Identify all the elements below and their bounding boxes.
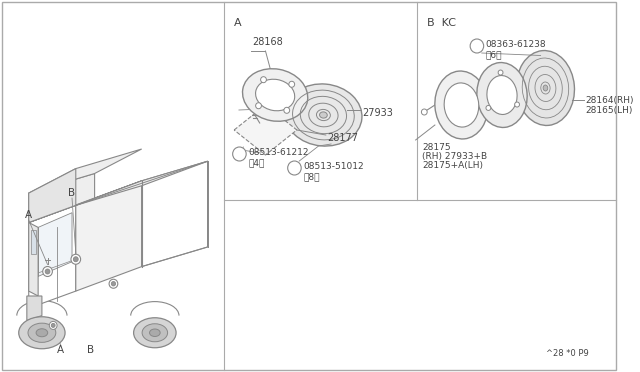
Circle shape bbox=[111, 282, 116, 286]
Circle shape bbox=[255, 103, 261, 109]
Circle shape bbox=[51, 323, 55, 327]
Polygon shape bbox=[29, 222, 38, 296]
Polygon shape bbox=[29, 205, 76, 308]
Text: 08513-61212: 08513-61212 bbox=[248, 148, 308, 157]
Polygon shape bbox=[141, 161, 207, 267]
Ellipse shape bbox=[477, 62, 527, 128]
Text: 28164(RH): 28164(RH) bbox=[585, 96, 634, 105]
Text: S: S bbox=[292, 165, 297, 171]
Polygon shape bbox=[27, 296, 42, 321]
Text: 28175: 28175 bbox=[422, 143, 451, 152]
Text: （4）: （4） bbox=[248, 158, 264, 167]
Polygon shape bbox=[234, 105, 297, 155]
Text: (RH) 27933+B: (RH) 27933+B bbox=[422, 152, 487, 161]
Text: S: S bbox=[237, 151, 242, 157]
Ellipse shape bbox=[142, 324, 168, 342]
Text: ^28 *0 P9: ^28 *0 P9 bbox=[546, 349, 589, 358]
Ellipse shape bbox=[516, 51, 575, 125]
Ellipse shape bbox=[319, 112, 327, 118]
Polygon shape bbox=[76, 161, 207, 205]
Circle shape bbox=[470, 39, 484, 53]
Circle shape bbox=[284, 107, 290, 113]
Circle shape bbox=[49, 321, 57, 329]
Text: B: B bbox=[87, 345, 95, 355]
Text: 28175+A(LH): 28175+A(LH) bbox=[422, 161, 483, 170]
Text: 08363-61238: 08363-61238 bbox=[486, 39, 546, 48]
Ellipse shape bbox=[444, 83, 479, 127]
Circle shape bbox=[515, 102, 520, 107]
Polygon shape bbox=[31, 230, 36, 254]
Text: A: A bbox=[25, 210, 32, 220]
Circle shape bbox=[43, 266, 52, 276]
Circle shape bbox=[109, 279, 118, 288]
Text: （8）: （8） bbox=[303, 173, 319, 182]
Ellipse shape bbox=[36, 329, 48, 337]
Circle shape bbox=[260, 77, 266, 83]
Ellipse shape bbox=[435, 71, 488, 139]
Text: A: A bbox=[57, 345, 64, 355]
Text: B  KC: B KC bbox=[427, 18, 456, 28]
Polygon shape bbox=[29, 169, 76, 222]
Ellipse shape bbox=[487, 76, 517, 115]
Circle shape bbox=[288, 161, 301, 175]
Polygon shape bbox=[38, 213, 72, 276]
Polygon shape bbox=[29, 181, 141, 222]
Ellipse shape bbox=[543, 85, 548, 91]
Ellipse shape bbox=[28, 323, 56, 342]
Ellipse shape bbox=[285, 84, 362, 146]
Ellipse shape bbox=[19, 317, 65, 349]
Circle shape bbox=[289, 81, 294, 87]
Circle shape bbox=[421, 109, 427, 115]
Circle shape bbox=[486, 105, 491, 110]
Ellipse shape bbox=[255, 79, 294, 111]
Text: 28177: 28177 bbox=[327, 133, 358, 143]
Polygon shape bbox=[29, 149, 141, 193]
Ellipse shape bbox=[134, 318, 176, 348]
Circle shape bbox=[233, 147, 246, 161]
Text: 〈6〉: 〈6〉 bbox=[486, 51, 502, 60]
Text: A: A bbox=[234, 18, 241, 28]
Polygon shape bbox=[29, 173, 95, 222]
Ellipse shape bbox=[243, 69, 308, 121]
Circle shape bbox=[45, 269, 50, 274]
Text: 28165(LH): 28165(LH) bbox=[585, 106, 632, 115]
Text: S: S bbox=[475, 43, 479, 49]
Polygon shape bbox=[76, 181, 141, 291]
Circle shape bbox=[498, 70, 503, 75]
Text: 08513-51012: 08513-51012 bbox=[303, 161, 364, 170]
Text: B: B bbox=[68, 188, 76, 198]
Text: 28168: 28168 bbox=[252, 37, 283, 47]
Ellipse shape bbox=[150, 329, 160, 337]
Circle shape bbox=[74, 257, 78, 262]
Text: 27933: 27933 bbox=[362, 108, 393, 118]
Circle shape bbox=[71, 254, 81, 264]
